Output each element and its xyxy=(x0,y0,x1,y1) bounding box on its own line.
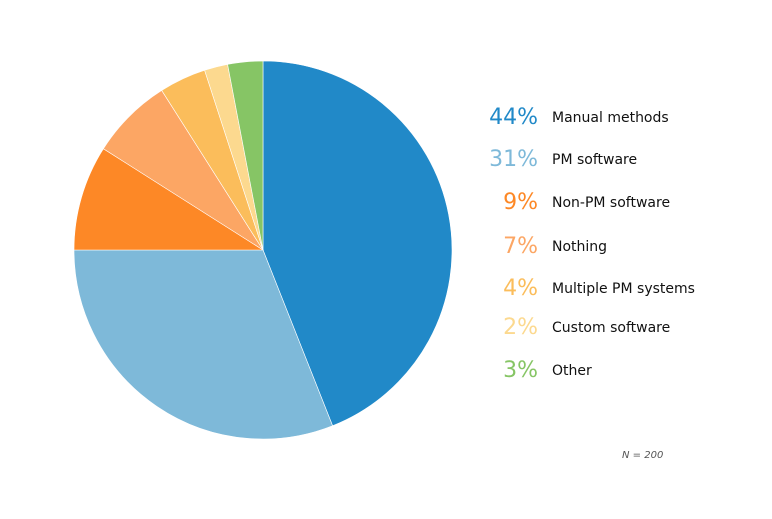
legend: 44% Manual methods 31% PM software 9% No… xyxy=(480,0,760,400)
legend-label: Non-PM software xyxy=(552,195,671,211)
legend-percent: 31% xyxy=(489,147,538,172)
legend-item-non-pm-software: 9% Non-PM software xyxy=(480,188,760,218)
legend-label: Nothing xyxy=(552,239,608,255)
legend-item-custom-software: 2% Custom software xyxy=(480,313,760,343)
legend-percent: 4% xyxy=(503,276,538,301)
pie-slice-pm-software xyxy=(73,249,333,440)
legend-item-other: 3% Other xyxy=(480,356,760,386)
legend-label: Multiple PM systems xyxy=(552,281,695,297)
legend-label: Other xyxy=(552,363,592,379)
pie-slice-other xyxy=(227,60,264,251)
legend-percent: 7% xyxy=(503,234,538,259)
pie-slice-non-pm-software xyxy=(73,148,265,251)
legend-percent: 9% xyxy=(503,190,538,215)
legend-percent: 3% xyxy=(503,358,538,383)
sample-size-note: N = 200 xyxy=(622,450,664,461)
legend-label: PM software xyxy=(552,152,638,168)
legend-item-multiple-pm-systems: 4% Multiple PM systems xyxy=(480,274,760,304)
legend-item-manual-methods: 44% Manual methods xyxy=(480,103,760,133)
legend-percent: 44% xyxy=(489,105,538,130)
legend-label: Custom software xyxy=(552,320,671,336)
legend-item-pm-software: 31% PM software xyxy=(480,145,760,175)
legend-percent: 2% xyxy=(503,315,538,340)
legend-label: Manual methods xyxy=(552,110,669,126)
pie-slice-manual-methods xyxy=(262,60,453,427)
legend-item-nothing: 7% Nothing xyxy=(480,232,760,262)
